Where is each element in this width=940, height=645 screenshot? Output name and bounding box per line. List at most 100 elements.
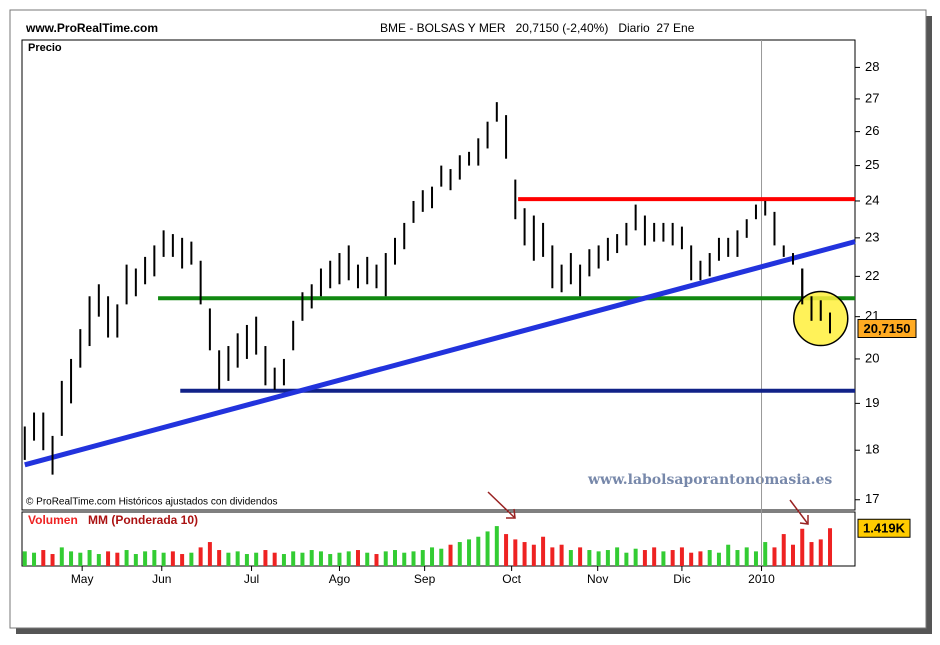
y-tick-label: 28 [865, 59, 879, 74]
volume-bar [494, 526, 499, 566]
volume-bar [32, 552, 37, 566]
volume-bar [781, 534, 786, 566]
volume-bar [578, 547, 583, 566]
volume-bar [170, 551, 175, 566]
volume-panel [21, 511, 856, 567]
copyright: © ProRealTime.com Históricos ajustados c… [26, 497, 278, 508]
volume-bar [374, 554, 379, 566]
volume-bar [642, 550, 647, 566]
price-panel [21, 39, 856, 511]
volume-bar [152, 550, 157, 566]
volume-bar [633, 548, 638, 566]
x-tick-label: Dic [673, 572, 690, 586]
volume-bar [383, 551, 388, 566]
volume-bar [41, 550, 46, 566]
volume-bar [365, 552, 370, 566]
watermark: www.labolsaporantonomasia.es [587, 472, 832, 488]
panel-label: Precio [28, 42, 62, 54]
volume-bar [198, 547, 203, 566]
volume-bar [291, 551, 296, 566]
last-volume-box [857, 518, 911, 538]
volume-bar [679, 547, 684, 566]
volume-bar [235, 551, 240, 566]
volume-bar [226, 552, 231, 566]
volume-bar [69, 551, 74, 566]
volume-bar [476, 536, 481, 566]
volume-bar [337, 552, 342, 566]
volume-bar [541, 536, 546, 566]
x-tick-label: Sep [414, 572, 436, 586]
volume-bar [661, 551, 666, 566]
volume-bar [753, 551, 758, 566]
volume-bar [504, 534, 509, 566]
volume-bar [522, 542, 527, 566]
volume-bar [605, 550, 610, 566]
volume-bar [420, 550, 425, 566]
volume-bar [513, 539, 518, 566]
volume-bar [716, 552, 721, 566]
volume-bar [106, 551, 111, 566]
volume-bar [300, 552, 305, 566]
volume-bar [689, 552, 694, 566]
volume-label: Volumen [28, 513, 78, 527]
volume-bar [763, 542, 768, 566]
volume-bar [670, 550, 675, 566]
volume-bar [828, 528, 833, 566]
volume-bar [615, 547, 620, 566]
y-tick-label: 18 [865, 442, 879, 457]
volume-bar [392, 550, 397, 566]
x-tick-label: May [71, 572, 94, 586]
volume-bar [87, 550, 92, 566]
volume-bar [355, 550, 360, 566]
volume-bar [133, 554, 138, 566]
trend-line [24, 239, 856, 468]
volume-bar [143, 551, 148, 566]
volume-bar [726, 544, 731, 566]
volume-bar [346, 551, 351, 566]
volume-bar [309, 550, 314, 566]
volume-bar [448, 544, 453, 566]
x-tick-label: Nov [587, 572, 608, 586]
y-tick-label: 26 [865, 123, 879, 138]
volume-bar [818, 539, 823, 566]
volume-bar [318, 551, 323, 566]
y-tick-label: 27 [865, 90, 879, 105]
volume-bar [411, 551, 416, 566]
volume-bar [59, 547, 64, 566]
volume-bar [698, 551, 703, 566]
volume-bar [217, 550, 222, 566]
volume-bar [96, 554, 101, 566]
chart-title: BME - BOLSAS Y MER 20,7150 (-2,40%) Diar… [380, 21, 695, 35]
volume-bar [485, 531, 490, 566]
volume-bar [161, 552, 166, 566]
last-price-label: 20,7150 [864, 321, 911, 336]
volume-bar [624, 552, 629, 566]
volume-bar [772, 547, 777, 566]
volume-bar [707, 550, 712, 566]
volume-bar [115, 552, 120, 566]
y-tick-label: 25 [865, 157, 879, 172]
last-price-box [857, 319, 917, 339]
volume-bar [124, 550, 129, 566]
y-tick-label: 24 [865, 192, 879, 207]
x-tick-label: Jul [244, 572, 259, 586]
volume-bar [735, 550, 740, 566]
last-volume-label: 1.419K [863, 521, 906, 536]
volume-bar [652, 547, 657, 566]
volume-bar [272, 552, 277, 566]
volume-bar [402, 552, 407, 566]
volume-bar [790, 544, 795, 566]
volume-bar [180, 554, 185, 566]
volume-bar [467, 539, 472, 566]
volume-bar [430, 547, 435, 566]
y-tick-label: 20 [865, 350, 879, 365]
volume-bar [78, 552, 83, 566]
volume-bar [244, 554, 249, 566]
volume-bar [744, 547, 749, 566]
y-tick-label: 23 [865, 229, 879, 244]
volume-bar [587, 550, 592, 566]
volume-bar [568, 550, 573, 566]
volume-bar [50, 554, 55, 566]
volume-bar [207, 542, 212, 566]
